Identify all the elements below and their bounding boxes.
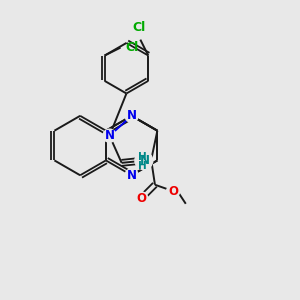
Text: N: N	[127, 169, 136, 182]
Circle shape	[125, 169, 138, 182]
Text: H: H	[138, 161, 147, 171]
Circle shape	[135, 152, 153, 170]
Text: H: H	[138, 152, 147, 162]
Text: N: N	[104, 129, 115, 142]
Text: Cl: Cl	[132, 21, 146, 34]
Text: N: N	[140, 154, 150, 167]
Text: Cl: Cl	[125, 41, 138, 54]
Circle shape	[103, 129, 116, 142]
Circle shape	[167, 184, 180, 198]
Circle shape	[135, 192, 148, 205]
Text: O: O	[136, 192, 146, 205]
Text: O: O	[168, 185, 178, 198]
Text: N: N	[127, 109, 136, 122]
Circle shape	[125, 109, 138, 122]
